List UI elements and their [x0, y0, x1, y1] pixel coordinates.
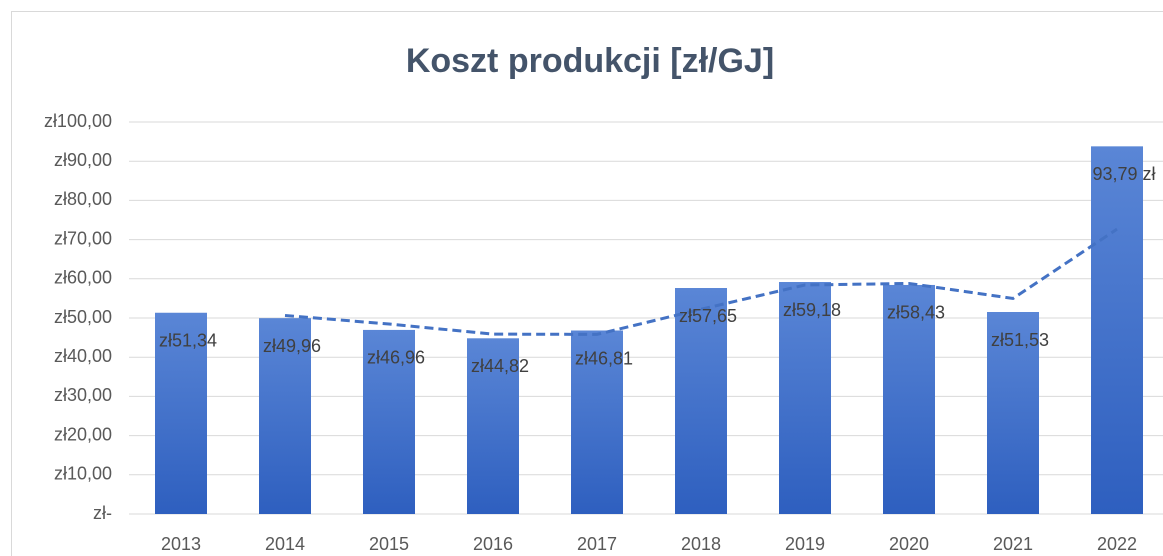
data-label: zł44,82 [471, 356, 529, 376]
data-label: zł46,96 [367, 348, 425, 368]
y-tick-label: zł100,00 [44, 111, 112, 131]
trend-line [284, 227, 1118, 336]
data-label: zł46,81 [575, 348, 633, 368]
data-label: zł58,43 [887, 303, 945, 323]
chart-title: Koszt produkcji [zł/GJ] [406, 42, 774, 80]
y-tick-label: zł20,00 [54, 424, 112, 444]
data-label: 93,79 zł [1092, 164, 1155, 184]
bar [779, 282, 831, 514]
x-tick-label: 2020 [889, 534, 929, 554]
x-tick-label: 2014 [265, 534, 305, 554]
y-tick-label: zł10,00 [54, 464, 112, 484]
y-tick-label: zł- [93, 503, 112, 523]
bar [1091, 146, 1143, 514]
y-tick-label: zł60,00 [54, 268, 112, 288]
bar [363, 329, 415, 514]
x-tick-label: 2018 [681, 534, 721, 554]
y-tick-label: zł30,00 [54, 385, 112, 405]
y-tick-label: zł50,00 [54, 307, 112, 327]
x-tick-label: 2017 [577, 534, 617, 554]
x-tick-label: 2022 [1097, 534, 1137, 554]
bar [155, 312, 207, 514]
x-tick-label: 2019 [785, 534, 825, 554]
y-tick-label: zł90,00 [54, 150, 112, 170]
data-label: zł57,65 [679, 306, 737, 326]
y-tick-label: zł40,00 [54, 346, 112, 366]
data-label: zł51,34 [159, 330, 217, 350]
data-label: zł51,53 [991, 330, 1049, 350]
bar [675, 288, 727, 514]
x-tick-label: 2016 [473, 534, 513, 554]
bar [571, 330, 623, 514]
bar [987, 312, 1039, 514]
y-tick-label: zł70,00 [54, 228, 112, 248]
bar [883, 284, 935, 514]
x-tick-label: 2021 [993, 534, 1033, 554]
bar [467, 338, 519, 514]
x-tick-label: 2013 [161, 534, 201, 554]
bar [259, 318, 311, 514]
y-tick-label: zł80,00 [54, 189, 112, 209]
data-label: zł59,18 [783, 300, 841, 320]
data-label: zł49,96 [263, 336, 321, 356]
x-tick-label: 2015 [369, 534, 409, 554]
